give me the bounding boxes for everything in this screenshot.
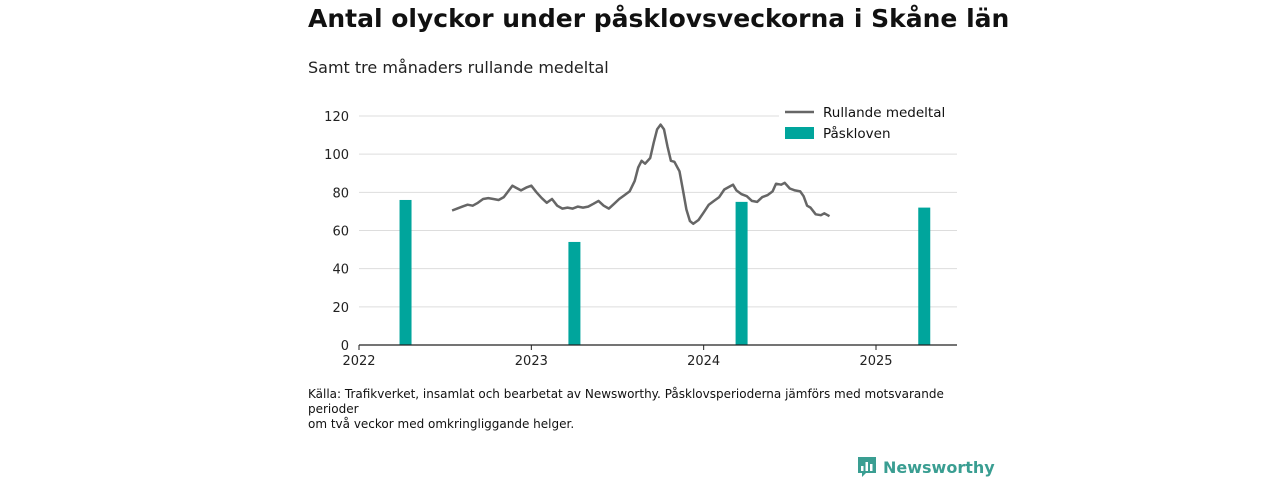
source-line-3: om två veckor med omkringliggande helger… — [308, 417, 575, 431]
source-note: Källa: Trafikverket, insamlat och bearbe… — [308, 387, 948, 432]
y-tick-label: 60 — [332, 225, 349, 240]
legend: Rullande medeltal Påskloven — [779, 100, 957, 146]
y-tick-label: 40 — [332, 263, 349, 278]
x-tick-label: 2024 — [687, 354, 720, 369]
source-line-2: perioder — [308, 402, 359, 416]
bar-paskloven — [399, 199, 412, 345]
bar-paskloven — [918, 207, 931, 345]
legend-label: Rullande medeltal — [823, 105, 945, 121]
x-axis: 2022 2023 2024 2025 — [342, 344, 957, 369]
bar-series — [399, 199, 931, 345]
legend-bar-swatch — [785, 127, 814, 139]
y-tick-label: 0 — [341, 339, 349, 354]
newsworthy-logo-icon — [858, 457, 876, 477]
bar-paskloven — [735, 201, 748, 345]
y-tick-label: 80 — [332, 186, 349, 201]
y-tick-label: 120 — [324, 110, 349, 125]
y-axis: 0 20 40 60 80 100 120 — [324, 110, 349, 354]
line-rullande-medeltal — [451, 123, 831, 226]
chart-title: Antal olyckor under påsklovsveckorna i S… — [308, 4, 1010, 33]
x-tick-label: 2025 — [859, 354, 892, 369]
source-line-1: Källa: Trafikverket, insamlat och bearbe… — [308, 387, 944, 401]
newsworthy-logo: Newsworthy — [857, 456, 995, 478]
y-tick-label: 100 — [324, 148, 349, 163]
chart-subtitle: Samt tre månaders rullande medeltal — [308, 58, 609, 77]
line-series — [451, 123, 831, 226]
x-tick-label: 2023 — [515, 354, 548, 369]
bar-paskloven — [568, 241, 581, 345]
x-tick-label: 2022 — [342, 354, 375, 369]
grid-lines — [359, 115, 957, 308]
y-tick-label: 20 — [332, 301, 349, 316]
newsworthy-logo-text: Newsworthy — [883, 457, 995, 477]
legend-label: Påskloven — [823, 125, 891, 142]
